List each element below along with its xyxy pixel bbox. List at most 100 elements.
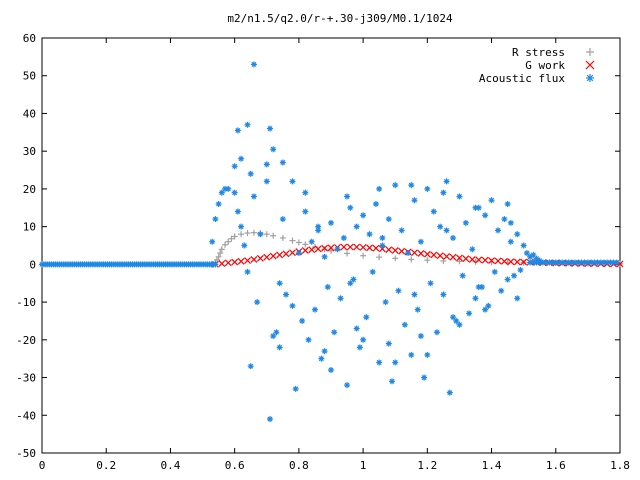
acoustic-flux-point-d2 [421,375,427,381]
g-work-point [321,244,329,252]
acoustic-flux-point-d2 [254,299,260,305]
acoustic-flux-point-d2 [440,190,446,196]
acoustic-flux-point [321,348,328,355]
acoustic-flux-point [488,197,495,204]
acoustic-flux-point [472,295,479,302]
g-work-point-d2 [301,246,309,254]
g-work-point-d2 [314,245,322,253]
g-work-point [488,257,495,265]
acoustic-flux-point [382,299,389,306]
acoustic-flux-point-d2 [482,212,488,218]
g-work-point-d2 [494,257,502,265]
acoustic-flux-point-d2 [264,161,270,167]
acoustic-flux-point-d2 [495,227,501,233]
acoustic-flux-point-d2 [235,127,241,133]
x-tick-label: 0.8 [289,459,309,472]
g-work-point-d2 [372,244,380,252]
acoustic-flux-point [450,234,457,241]
acoustic-flux-point-d2 [212,216,218,222]
r-stress-point [238,231,245,238]
acoustic-flux-point-d2 [514,295,520,301]
acoustic-flux-point [225,185,232,192]
acoustic-flux-point [353,325,360,332]
acoustic-flux-point [511,272,518,279]
acoustic-flux-point [427,280,434,287]
acoustic-flux-point-d2 [472,205,479,211]
acoustic-flux-point [385,340,392,347]
g-work-point-d2 [353,243,361,251]
acoustic-flux-point-d2 [508,239,514,245]
g-work-point-d2 [340,243,348,251]
acoustic-flux-point-d2 [379,242,385,249]
g-work-point-d2 [520,258,528,266]
acoustic-flux-point-d2 [517,267,523,273]
acoustic-flux-point [417,333,424,340]
acoustic-flux-point-d2 [331,329,337,335]
legend-marker-acoustic-flux-d2 [586,74,594,82]
g-work-point [224,259,232,267]
acoustic-flux-point-d2 [325,284,331,290]
acoustic-flux-point-d2 [338,295,344,301]
acoustic-flux-point-d2 [267,416,273,422]
acoustic-flux-point-d2 [450,314,456,320]
acoustic-flux-point [433,329,440,336]
acoustic-flux-point-d2 [270,146,276,152]
legend-marker-g-work [585,60,595,70]
legend-marker-g-work-d2 [585,60,595,70]
g-work-point-d2 [430,251,438,259]
acoustic-flux-point-d2 [370,269,376,275]
acoustic-flux-point-d2 [444,178,450,184]
acoustic-flux-point-d2 [521,242,527,249]
y-tick-label: -10 [16,296,36,309]
acoustic-flux-point-d2 [431,209,437,215]
acoustic-flux-point-d2 [360,337,366,343]
g-work-point [244,257,251,265]
acoustic-flux-point-d2 [476,284,482,290]
acoustic-flux-point [520,242,527,249]
g-work-point [366,244,373,252]
acoustic-flux-point [302,189,309,196]
acoustic-flux-point [302,208,309,215]
acoustic-flux-point-d2 [277,344,283,350]
acoustic-flux-point [440,291,447,298]
acoustic-flux-point-d2 [456,193,462,199]
acoustic-flux-point [257,231,264,238]
g-work-point [481,256,489,264]
acoustic-flux-point-d2 [498,288,504,294]
acoustic-flux-point-d2 [418,333,424,339]
g-work-point [256,254,264,262]
acoustic-flux-point-d2 [251,193,257,199]
g-work-point-d2 [423,250,431,258]
acoustic-flux-point [266,416,273,423]
g-work-point [218,260,226,268]
acoustic-flux-point [270,146,277,153]
g-work-point-d2 [398,247,406,255]
g-work-point-d2 [218,260,226,268]
acoustic-flux-point [456,193,463,200]
acoustic-flux-point-d2 [354,325,360,332]
x-tick-label: 1.6 [546,459,566,472]
acoustic-flux-point [340,234,347,241]
acoustic-flux-point-d2 [312,307,318,313]
acoustic-flux-point [324,284,331,290]
acoustic-flux-point-d2 [386,216,392,222]
acoustic-flux-point [401,321,408,328]
acoustic-flux-point [485,302,492,309]
acoustic-flux-point-d2 [367,231,373,237]
x-tick-label: 0.4 [161,459,181,472]
g-work-point [353,243,361,251]
acoustic-flux-point [466,310,473,317]
g-work-point [423,250,431,258]
acoustic-flux-point-d2 [318,356,324,362]
acoustic-flux-point-d2 [408,352,414,358]
g-work-point-d2 [443,253,451,260]
acoustic-flux-point [514,231,521,238]
acoustic-flux-point [392,182,399,189]
acoustic-flux-point-d2 [418,239,424,245]
g-work-point-d2 [411,249,418,257]
acoustic-flux-point [212,216,219,223]
g-work-point [346,243,354,251]
y-tick-label: 50 [23,70,36,83]
x-tick-label: 1 [360,459,367,472]
r-stress-point [279,234,286,241]
